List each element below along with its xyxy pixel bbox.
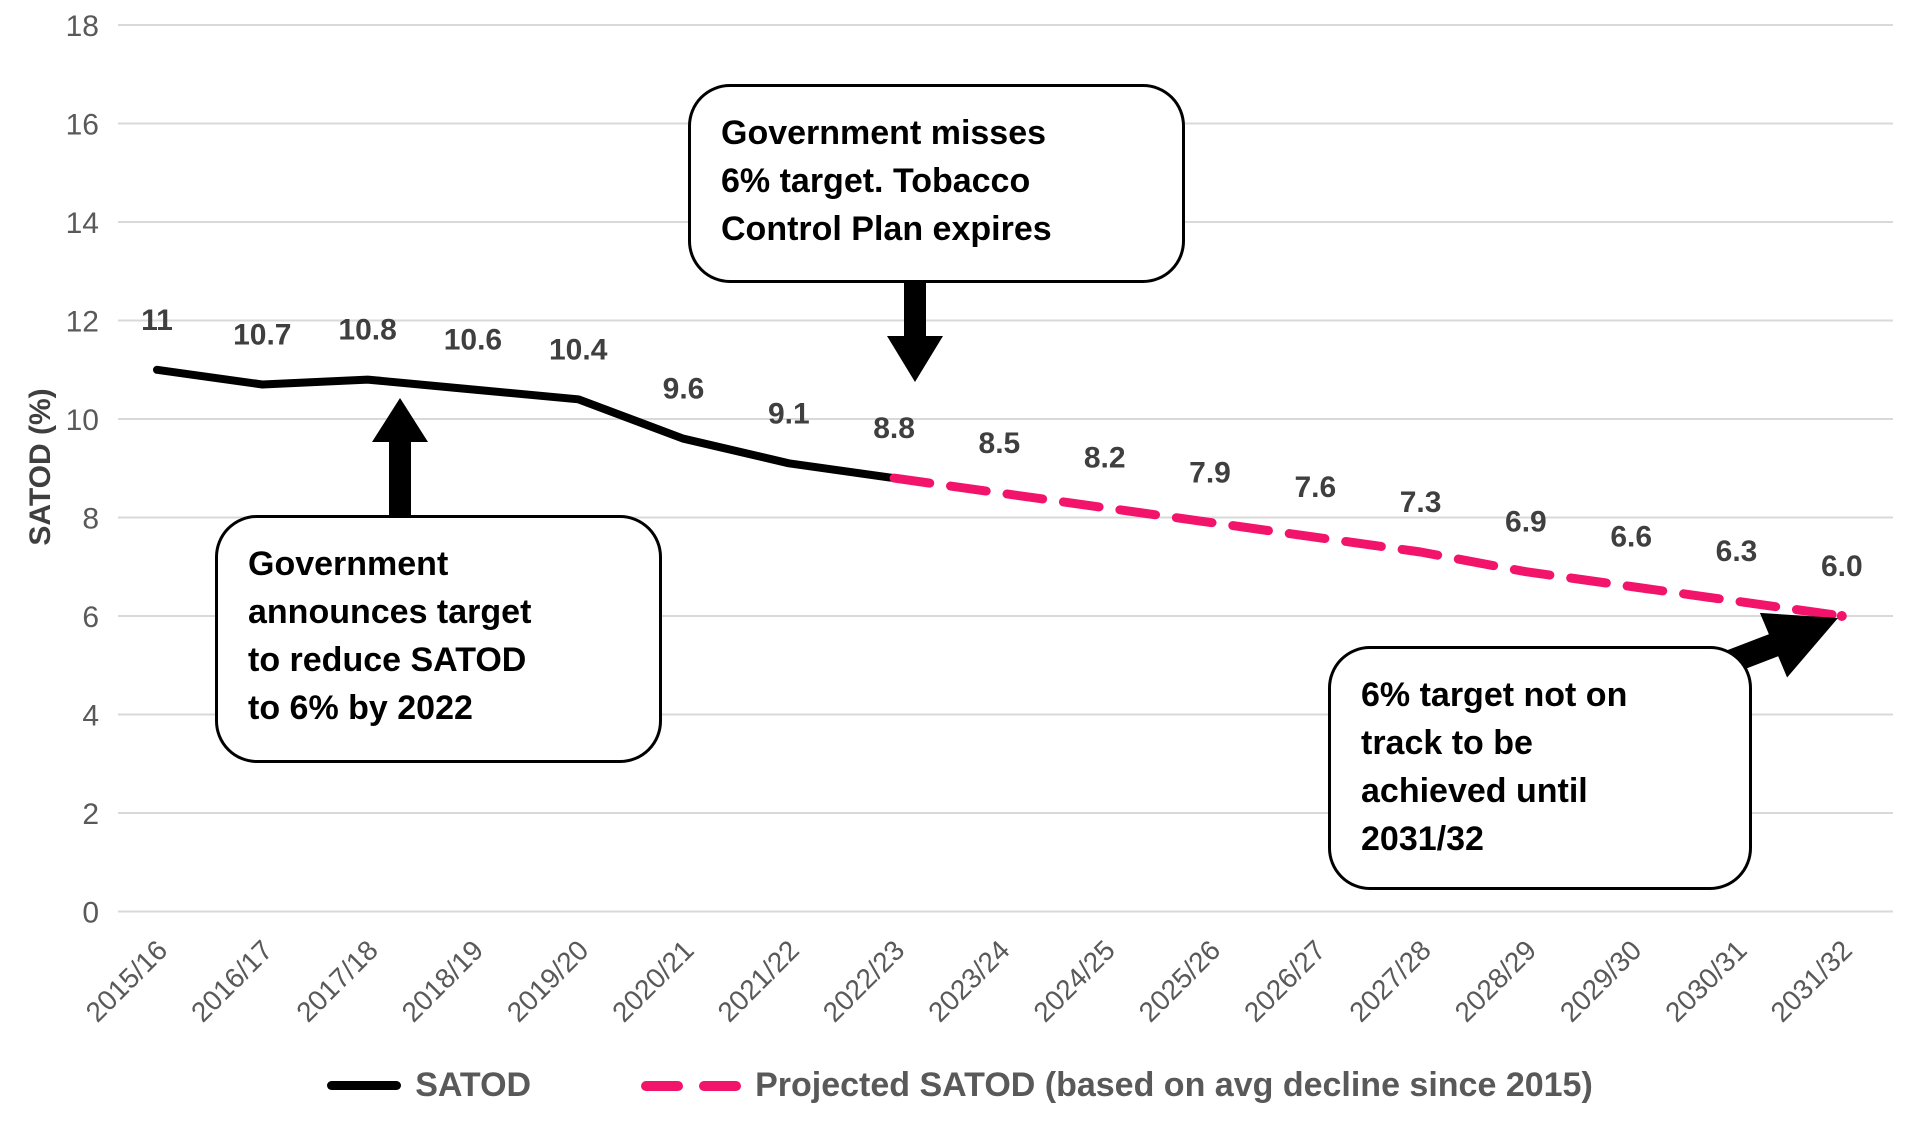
data-label: 11 [141,304,173,337]
y-tick-label: 10 [66,404,99,437]
annotation-line: 6% target. Tobacco [721,162,1031,200]
x-tick-label: 2027/28 [1343,934,1436,1027]
data-series [153,365,1847,621]
arrow-down-icon [887,283,943,382]
y-tick-label: 2 [82,798,99,831]
satod-line-swatch-icon [327,1081,402,1090]
data-label: 10.7 [233,319,291,352]
data-label: 6.3 [1716,535,1758,568]
x-tick-label: 2028/29 [1449,934,1542,1027]
x-tick-label: 2017/18 [290,934,383,1027]
annotation-line: track to be [1361,724,1533,762]
y-tick-label: 8 [82,503,99,536]
data-label: 10.6 [444,323,502,356]
annotation-target-missed: Government misses 6% target. Tobacco Con… [688,84,1185,283]
data-label: 7.9 [1189,456,1231,489]
y-tick-label: 12 [66,306,99,339]
annotation-line: Government [248,545,449,583]
legend-item-satod: SATOD [327,1066,531,1105]
annotation-line: to reduce SATOD [248,641,527,679]
annotation-line: Control Plan expires [721,210,1052,248]
series-line-dashed [889,473,1847,621]
x-tick-label: 2021/22 [712,934,805,1027]
x-tick-label: 2022/23 [817,934,910,1027]
annotation-line: to 6% by 2022 [248,689,473,727]
x-tick-label: 2026/27 [1238,934,1331,1027]
x-tick-label: 2018/19 [396,934,489,1027]
data-label: 8.2 [1084,442,1126,475]
y-tick-label: 16 [66,109,99,142]
y-tick-label: 6 [82,601,99,634]
x-axis-tick-labels: 2015/16 2016/17 2017/18 2018/19 2019/20 2020/… [80,934,1858,1027]
x-tick-label: 2025/26 [1133,934,1226,1027]
annotation-line: announces target [248,593,532,631]
annotation-line: Government misses [721,114,1047,152]
data-label: 9.1 [768,397,810,430]
y-tick-label: 18 [66,10,99,43]
annotation-target-announced: Government announces target to reduce SA… [215,515,662,763]
data-label: 10.8 [338,314,396,347]
legend-label: Projected SATOD (based on avg decline si… [755,1066,1593,1104]
x-tick-label: 2016/17 [185,934,278,1027]
x-tick-label: 2015/16 [80,934,173,1027]
legend-label: SATOD [415,1066,532,1104]
series-line-solid [153,365,899,483]
x-tick-label: 2019/20 [501,934,594,1027]
data-label: 10.4 [549,333,608,366]
x-tick-label: 2031/32 [1765,934,1858,1027]
arrow-up-icon [372,398,428,515]
data-label: 8.5 [979,427,1021,460]
data-label: 6.9 [1505,506,1547,539]
data-labels: 11 10.7 10.8 10.6 10.4 9.6 9.1 8.8 8.5 8.2 7.9 7.6 7… [141,304,1863,583]
series-end-dot [1836,611,1847,621]
data-label: 7.6 [1294,471,1336,504]
y-axis-tick-labels: 0 2 4 6 8 10 12 14 16 18 [66,10,99,930]
data-label: 8.8 [873,412,915,445]
x-tick-label: 2029/30 [1554,934,1647,1027]
y-tick-label: 4 [82,700,99,733]
x-tick-label: 2023/24 [922,934,1015,1027]
x-tick-label: 2024/25 [1027,934,1120,1027]
data-label: 6.6 [1610,520,1652,553]
x-tick-label: 2030/31 [1659,934,1752,1027]
data-label: 9.6 [663,373,705,406]
y-tick-label: 0 [82,897,99,930]
annotation-line: 6% target not on [1361,676,1628,714]
chart-legend: SATOD Projected SATOD (based on avg decl… [0,1066,1920,1105]
y-axis-title: SATOD (%) [24,388,57,545]
annotation-line: achieved until [1361,772,1588,810]
annotation-line: 2031/32 [1361,820,1484,858]
data-label: 6.0 [1821,550,1863,583]
legend-item-projected: Projected SATOD (based on avg decline si… [641,1066,1593,1105]
y-tick-label: 14 [66,207,99,240]
annotation-not-on-track: 6% target not on track to be achieved un… [1328,646,1752,890]
data-label: 7.3 [1400,486,1442,519]
x-tick-label: 2020/21 [606,934,699,1027]
projected-line-swatch-icon [641,1080,742,1091]
